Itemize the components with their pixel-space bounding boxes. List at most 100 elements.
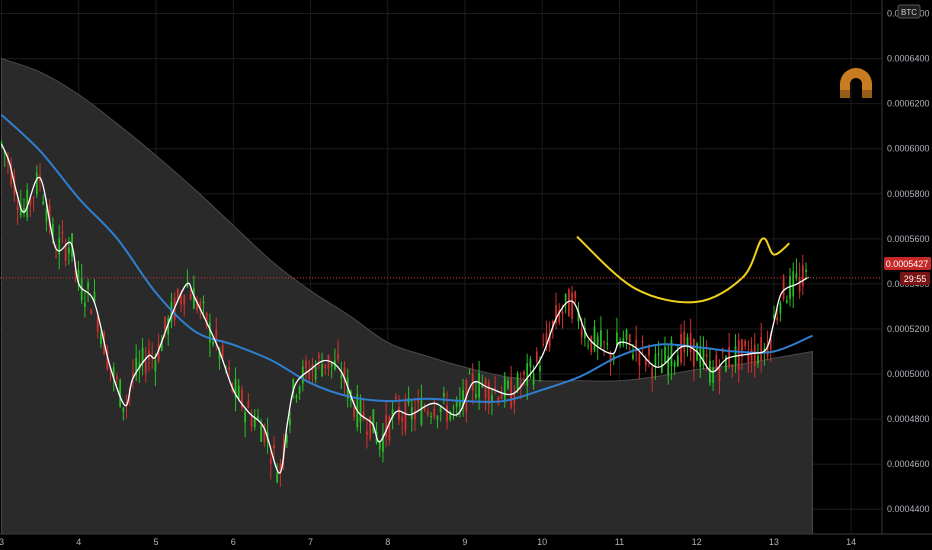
candle-body (35, 172, 38, 195)
candle-body (600, 330, 602, 348)
candle-body (744, 340, 747, 347)
x-axis-tick-labels: 3 4 5 6 7 8 9 10 11 12 13 14 (0, 537, 856, 547)
candle-body (718, 368, 721, 382)
candle-body (641, 341, 644, 343)
candle-body (439, 406, 442, 413)
candle-body (420, 399, 423, 425)
candle-body (673, 362, 676, 368)
candle-body (100, 334, 102, 344)
candle-body (734, 346, 737, 365)
candle-body (164, 316, 166, 332)
candle-body (442, 392, 445, 397)
x-tick-label: 9 (462, 537, 467, 547)
candle-body (660, 363, 663, 374)
candle-body (199, 301, 202, 310)
candle-body (692, 338, 695, 367)
candle-body (29, 197, 32, 206)
candle-body (644, 357, 647, 366)
candle-body (279, 463, 282, 473)
x-tick-label: 6 (231, 537, 236, 547)
candle-body (93, 291, 96, 302)
candle-body (138, 362, 141, 370)
candle-body (545, 332, 548, 345)
candle-body (372, 409, 375, 434)
candle-body (548, 334, 551, 348)
candle-body (670, 339, 673, 367)
candle-body (593, 326, 596, 350)
candle-body (795, 273, 798, 278)
candle-body (10, 164, 13, 185)
candle-body (234, 378, 237, 398)
candle-body (391, 409, 394, 418)
candle-body (317, 355, 320, 359)
candle-body (555, 305, 557, 323)
candle-body (766, 344, 769, 357)
candle-body (90, 309, 93, 315)
candle-body (3, 151, 6, 154)
candle-body (475, 393, 477, 398)
candle-body (189, 293, 192, 300)
time-axis[interactable] (0, 534, 882, 550)
candle-body (686, 337, 689, 348)
candle-body (625, 329, 628, 340)
candle-body (487, 382, 490, 405)
candle-body (462, 389, 464, 407)
candle-body (160, 339, 163, 351)
candle-body (632, 354, 634, 359)
candle-body (638, 353, 641, 366)
x-tick-label: 10 (537, 537, 547, 547)
candle-body (430, 416, 432, 418)
candle-body (471, 373, 474, 391)
currency-badge[interactable] (897, 4, 921, 19)
candle-body (792, 271, 795, 297)
candle-body (760, 336, 763, 361)
envelope-band (1, 57, 813, 535)
candle-body (298, 386, 301, 394)
candle-body (551, 321, 554, 327)
candle-body (532, 373, 535, 385)
candle-body (122, 407, 125, 412)
candle-body (260, 425, 263, 442)
last-price-label: 0.0005427 (886, 259, 929, 269)
candle-body (648, 346, 650, 356)
countdown-label: 29:55 (904, 274, 927, 284)
candle-body (228, 367, 230, 371)
candle-body (497, 397, 500, 404)
candle-body (805, 269, 807, 272)
candle-body (305, 360, 307, 369)
candle-body (757, 355, 759, 364)
y-tick-label: 0.0006200 (887, 99, 930, 109)
candle-body (410, 407, 413, 420)
candle-body (205, 312, 208, 327)
candle-body (192, 288, 195, 309)
candle-body (731, 364, 734, 368)
slow-moving-average-line (0, 114, 813, 403)
candle-body (16, 206, 19, 211)
candle-body (676, 355, 679, 367)
candle-body (208, 322, 211, 343)
candle-body (510, 378, 513, 409)
candle-body (523, 371, 525, 375)
candle-body (414, 410, 416, 420)
x-tick-label: 4 (76, 537, 81, 547)
y-tick-label: 0.0004800 (887, 414, 930, 424)
candle-body (609, 352, 612, 363)
candle-body (314, 366, 317, 380)
candle-body (0, 142, 3, 145)
candle-body (241, 389, 243, 408)
candle-body (359, 398, 362, 423)
candle-body (116, 376, 118, 380)
candle-body (657, 353, 660, 355)
candle-body (622, 338, 625, 345)
candle-body (26, 189, 29, 218)
candle-body (135, 357, 138, 376)
candle-body (45, 209, 48, 222)
last-price-tag (884, 257, 931, 270)
candle-body (64, 243, 67, 262)
candle-body (369, 416, 372, 439)
y-tick-label: 0.0004400 (887, 504, 930, 514)
candle-body (176, 289, 179, 301)
candle-body (468, 373, 471, 375)
candle-body (628, 334, 631, 343)
